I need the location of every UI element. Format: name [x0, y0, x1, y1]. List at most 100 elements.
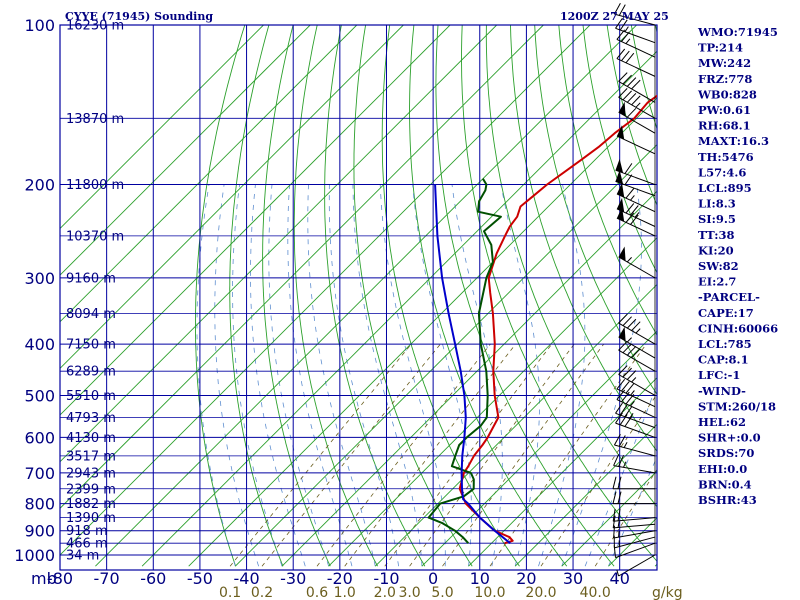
temperature-tick-label: -50 [187, 569, 213, 588]
dry-adiabat-line [558, 25, 657, 337]
wind-barb [618, 101, 656, 134]
pressure-tick-label: 600 [24, 428, 55, 447]
isotherm-line [95, 25, 637, 567]
pressure-tick-label: 800 [24, 495, 55, 514]
stability-index-line: WB0:828 [697, 87, 757, 101]
mixing-ratio-tick-label: 5.0 [431, 585, 453, 600]
stability-index-line: BRN:0.4 [698, 477, 752, 491]
stability-index-line: CAPE:17 [698, 306, 754, 320]
isotherm-line [60, 25, 404, 370]
isotherm-line [234, 143, 657, 567]
moist-adiabat-line [379, 184, 446, 567]
temperature-tick-label: -60 [140, 569, 166, 588]
height-label: 4793 m [66, 411, 116, 426]
stability-index-line: MAXT:16.3 [698, 134, 769, 148]
wind-barb [616, 197, 656, 227]
height-label: 16230 m [66, 19, 124, 34]
wind-barb [618, 88, 656, 119]
temperature-tick-label: -20 [327, 569, 353, 588]
dewpoint-profile-line [427, 178, 502, 544]
skewed-isotherms [60, 25, 657, 567]
wind-barb [616, 389, 656, 418]
wind-barb [616, 125, 656, 155]
moist-adiabat-line [214, 184, 260, 567]
isotherm-line [60, 25, 264, 230]
wind-barb [613, 3, 656, 26]
isotherm-line [60, 25, 544, 509]
stability-index-line: TP:214 [698, 41, 743, 55]
dry-adiabat-line [381, 25, 520, 567]
moist-adiabat-line [561, 184, 642, 567]
wind-barbs [612, 3, 656, 577]
mixing-ratio-unit-label: g/kg [652, 585, 683, 600]
isotherm-line [468, 377, 657, 567]
isotherm-line [60, 25, 498, 463]
height-label: 1882 m [66, 497, 116, 512]
pressure-unit-label: mb [31, 569, 57, 588]
isotherm-line [60, 25, 591, 556]
isotherm-line [141, 50, 657, 567]
dry-adiabat-line [485, 25, 657, 508]
moist-adiabat-line [584, 382, 657, 567]
mixing-ratio-tick-label: 3.0 [398, 585, 420, 600]
mixing-ratio-tick-label: 20.0 [525, 585, 556, 600]
stability-index-line: LI:8.3 [698, 197, 736, 211]
height-label: 2399 m [66, 482, 116, 497]
moist-adiabat-line [307, 184, 376, 567]
wind-barb [616, 378, 656, 408]
pressure-tick-label: 200 [24, 176, 55, 195]
mixing-ratio-tick-label: 0.6 [306, 585, 328, 600]
plot-frame [59, 24, 658, 571]
chart-time: 1200Z 27 MAY 25 [560, 10, 669, 23]
mixing-ratio-tick-label: 2.0 [374, 585, 396, 600]
height-label: 3517 m [66, 449, 116, 464]
dry-adiabat-line [353, 25, 473, 567]
isotherm-line [328, 237, 657, 567]
wind-barb [615, 412, 656, 438]
dry-adiabat-line [324, 25, 426, 567]
stability-index-line: TH:5476 [698, 150, 754, 164]
stability-index-line: RH:68.1 [698, 119, 751, 133]
stability-index-line: STM:260/18 [698, 399, 776, 413]
wind-barb [618, 313, 656, 345]
stability-index-line: WMO:71945 [697, 25, 778, 39]
isotherm-line [188, 97, 657, 567]
wind-barb [618, 326, 656, 359]
moist-adiabat-line [250, 184, 306, 567]
pressure-tick-label: 1000 [14, 546, 55, 565]
temperature-tick-label: -70 [94, 569, 120, 588]
moist-adiabat-line [352, 184, 423, 567]
stability-index-line: -PARCEL- [698, 290, 760, 304]
wind-barb [618, 340, 656, 372]
mixing-ratio-line [344, 343, 516, 567]
mixing-ratio-line [594, 468, 657, 567]
wind-barb [615, 158, 656, 186]
height-label: 10370 m [66, 229, 124, 244]
wind-barb [612, 491, 656, 505]
dry-adiabat-line [435, 25, 615, 567]
dry-adiabat-line [262, 25, 331, 567]
stability-index-line: SI:9.5 [698, 212, 736, 226]
stability-index-line: BSHR:43 [698, 493, 757, 507]
stability-index-line: EI:2.7 [698, 275, 736, 289]
temperature-tick-label: 40 [610, 569, 630, 588]
moist-adiabat-line [232, 184, 283, 567]
wind-barb [613, 433, 656, 457]
height-label: 8094 m [66, 307, 116, 322]
height-label: 466 m [66, 537, 108, 552]
stability-index-line: SRDS:70 [698, 446, 754, 460]
mixing-ratio-tick-label: 1.0 [334, 585, 356, 600]
height-label: 2943 m [66, 466, 116, 481]
moist-adiabat-line [196, 184, 236, 567]
wind-barb [612, 515, 656, 529]
temperature-tick-label: -30 [280, 569, 306, 588]
height-label: 7150 m [66, 338, 116, 353]
mixing-ratio-tick-label: 40.0 [580, 585, 611, 600]
wind-barb [616, 554, 656, 577]
wind-barb [612, 476, 656, 490]
moist-adiabat-line [328, 184, 399, 567]
wind-barb [613, 454, 656, 474]
dry-adiabat-line [409, 25, 568, 567]
dry-adiabat-line [293, 25, 378, 567]
